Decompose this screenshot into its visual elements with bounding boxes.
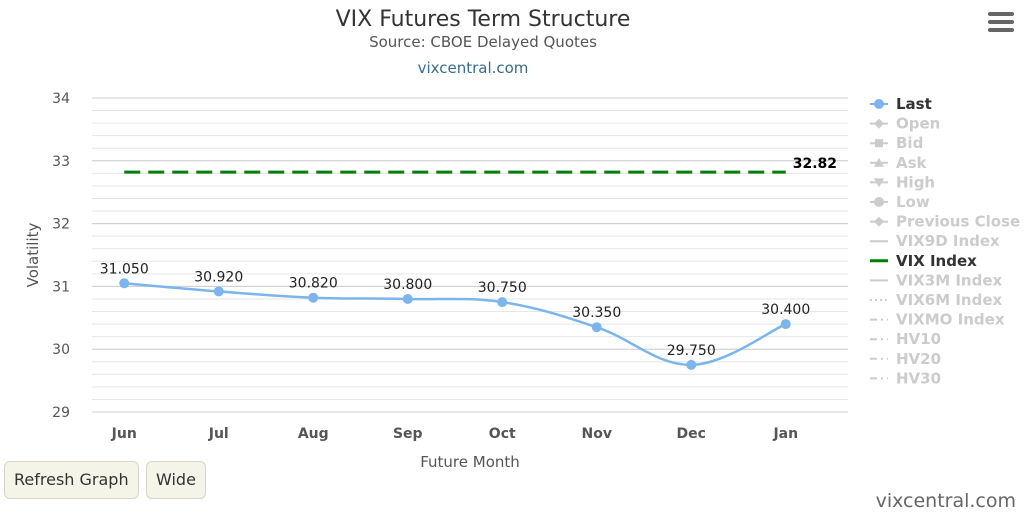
last-series-point [591,322,602,333]
legend-diamond-icon [874,216,884,227]
chart-grid [92,97,848,413]
legend-item-vix-index[interactable]: VIX Index [870,252,977,270]
last-series-data-label: 30.350 [572,305,621,321]
last-series-data-label: 30.400 [761,302,810,318]
last-series-point [213,286,224,297]
hamburger-icon-bar [988,28,1014,32]
chart-menu-button[interactable] [988,12,1014,36]
legend-item-high[interactable]: High [870,173,935,191]
data-labels: 31.050 30.920 30.820 30.800 30.750 30.350 29.7… [100,156,837,359]
chart-series [119,170,791,370]
x-axis-ticks: Jun Jul Aug Sep Oct Nov Dec Jan [111,426,798,442]
x-tick-label: Jun [111,426,137,442]
legend-item-vix6m-index[interactable]: VIX6M Index [870,291,1003,309]
legend-item-bid[interactable]: Bid [870,134,923,152]
legend-label: HV10 [896,330,941,348]
legend-circle-icon [874,197,884,207]
legend-label: Last [896,95,932,113]
legend-label: HV20 [896,350,941,368]
x-tick-label: Jan [772,426,798,442]
x-axis-label: Future Month [420,453,520,471]
legend-label: Bid [896,134,923,152]
footer-credit[interactable]: vixcentral.com [875,490,1016,512]
y-tick-label: 34 [52,91,70,107]
last-series-data-label: 30.820 [289,276,338,292]
legend-item-vix9d-index[interactable]: VIX9D Index [870,232,1000,250]
legend-circle-icon [874,99,884,109]
legend-label: VIXMO Index [896,311,1005,329]
last-series-point [497,297,508,308]
y-tick-label: 32 [52,217,70,233]
legend-item-hv30[interactable]: HV30 [870,369,941,387]
vix-index-end-label: 32.82 [793,156,837,172]
legend-item-ask[interactable]: Ask [870,154,928,172]
x-tick-label: Jul [208,426,229,442]
legend-diamond-icon [874,118,884,129]
legend-label: VIX Index [896,252,977,270]
last-series-point [780,319,791,330]
legend-label: Ask [896,154,928,172]
chart-subtitle: Source: CBOE Delayed Quotes [369,33,597,51]
y-tick-label: 30 [52,342,70,358]
wide-button[interactable]: Wide [146,461,206,499]
hamburger-icon [988,12,1014,16]
last-series-point [402,293,413,304]
legend-item-hv20[interactable]: HV20 [870,350,941,368]
y-tick-label: 33 [52,154,70,170]
last-series-point [686,359,697,370]
legend-item-open[interactable]: Open [870,115,940,133]
legend-square-icon [875,139,883,148]
legend-triangle-icon [874,157,884,167]
chart-source-link[interactable]: vixcentral.com [418,59,529,77]
x-tick-label: Nov [582,426,612,442]
legend-item-vix3m-index[interactable]: VIX3M Index [870,271,1003,289]
last-series-data-label: 30.750 [478,280,527,296]
last-series-point [308,292,319,303]
hamburger-icon-bar [988,20,1014,24]
last-series-point [119,278,130,289]
last-series-data-label: 30.800 [383,277,432,293]
legend-triangle-down-icon [874,178,884,188]
legend-label: HV30 [896,369,941,387]
refresh-graph-button[interactable]: Refresh Graph [4,461,139,499]
legend-item-low[interactable]: Low [870,193,930,211]
legend-label: High [896,173,935,191]
legend-item-previous-close[interactable]: Previous Close [870,213,1020,231]
x-tick-label: Oct [489,426,516,442]
x-tick-label: Dec [677,426,706,442]
legend-label: Low [896,193,930,211]
legend-label: VIX6M Index [896,291,1003,309]
legend-item-hv10[interactable]: HV10 [870,330,941,348]
y-tick-label: 31 [52,279,70,295]
last-series-data-label: 29.750 [667,343,716,359]
legend-label: VIX3M Index [896,271,1003,289]
legend-item-last[interactable]: Last [870,95,932,113]
last-series-data-label: 30.920 [194,269,243,285]
last-series-data-label: 31.050 [100,261,149,277]
y-axis-ticks: 29 30 31 32 33 34 [52,91,70,421]
y-tick-label: 29 [52,405,70,421]
x-tick-label: Sep [393,426,423,442]
legend-label: Previous Close [896,213,1020,231]
y-axis-label: Volatility [24,222,42,287]
chart-title: VIX Futures Term Structure [336,7,631,32]
legend-item-vixmo-index[interactable]: VIXMO Index [870,311,1005,329]
legend-label: Open [896,115,940,133]
legend-label: VIX9D Index [896,232,1000,250]
x-tick-label: Aug [298,426,329,442]
